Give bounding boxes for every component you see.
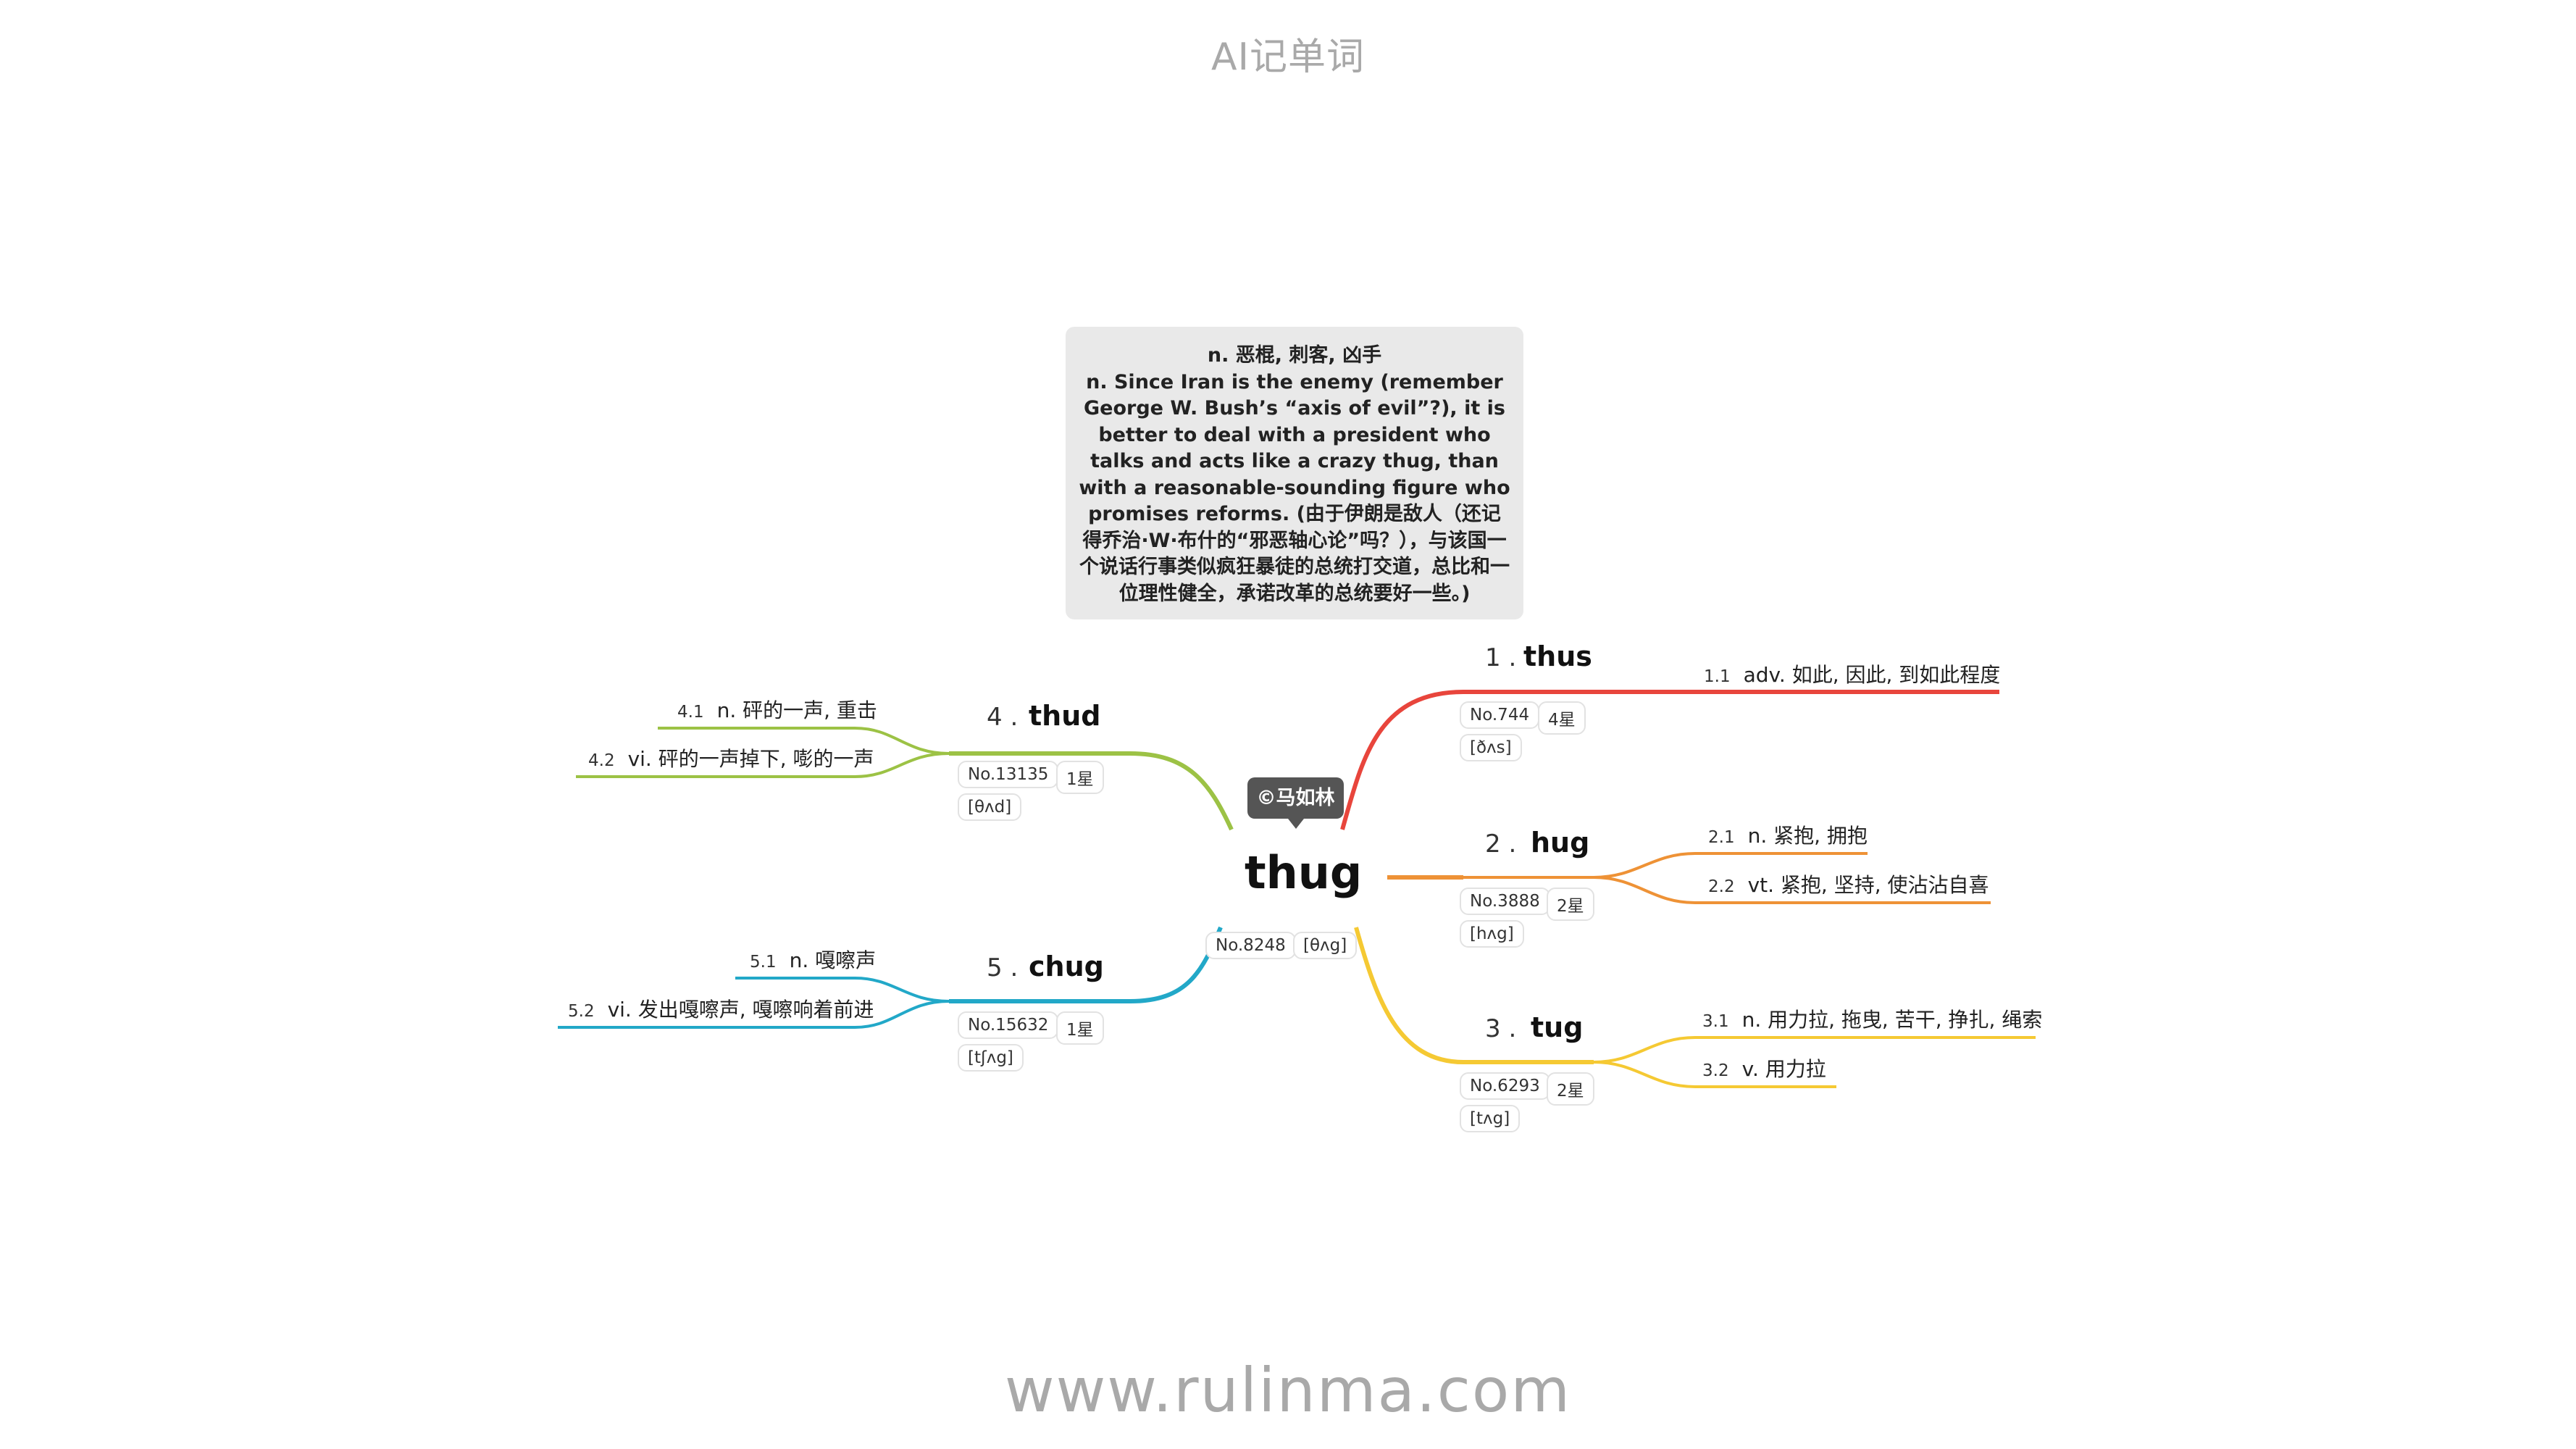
sense-2-2: 2.2 vt. 紧抱, 坚持, 使沾沾自喜 xyxy=(1708,869,1989,898)
sense-text: n. 紧抱, 拥抱 xyxy=(1747,824,1868,848)
phonetic-chip: [ðʌs] xyxy=(1460,734,1522,761)
phonetic-chip: [tʌg] xyxy=(1460,1105,1521,1132)
sense-4-2: 4.2 vi. 砰的一声掉下, 嘭的一声 xyxy=(588,743,874,772)
sense-text: vi. 发出嘎嚓声, 嘎嚓响着前进 xyxy=(607,998,874,1022)
author-badge: ©马如林 xyxy=(1247,777,1344,829)
connector-thus xyxy=(1340,690,1999,830)
sense-5-2: 5.2 vi. 发出嘎嚓声, 嘎嚓响着前进 xyxy=(568,994,874,1023)
center-phonetic-chip: [θʌg] xyxy=(1293,932,1358,959)
sense-index: 2.1 xyxy=(1708,828,1735,847)
rank-chip: No.13135 xyxy=(958,761,1059,788)
sense-text: v. 用力拉 xyxy=(1741,1057,1826,1081)
stars-chip: 4星 xyxy=(1538,701,1586,735)
branch-number: 3 . xyxy=(1485,1014,1517,1043)
connector-thud-4-2 xyxy=(576,752,950,778)
connector-chug-5-2 xyxy=(558,1000,950,1029)
branch-number: 1 . xyxy=(1485,643,1517,672)
sense-index: 5.2 xyxy=(568,1002,595,1021)
sense-3-1: 3.1 n. 用力拉, 拖曳, 苦干, 挣扎, 绳索 xyxy=(1702,1004,2042,1033)
sense-text: adv. 如此, 因此, 到如此程度 xyxy=(1743,663,2001,687)
sense-index: 5.1 xyxy=(750,953,777,972)
rank-chip: No.6293 xyxy=(1460,1072,1550,1100)
sense-2-1: 2.1 n. 紧抱, 拥抱 xyxy=(1708,820,1868,849)
branch-number: 4 . xyxy=(987,703,1019,732)
connector-hug-2-2 xyxy=(1593,876,1991,904)
stars-chip: 2星 xyxy=(1547,1072,1594,1106)
definition-box: n. 恶棍, 刺客, 凶手 n. Since Iran is the enemy… xyxy=(1066,327,1523,619)
definition-line-2: n. Since Iran is the enemy (remember Geo… xyxy=(1079,370,1510,605)
sense-4-1: 4.1 n. 砰的一声, 重击 xyxy=(677,695,877,724)
sense-index: 4.2 xyxy=(588,751,615,770)
branch-number: 2 . xyxy=(1485,830,1517,859)
definition-line-1: n. 恶棍, 刺客, 凶手 xyxy=(1207,344,1382,367)
page-title: AI记单词 xyxy=(1211,36,1365,79)
branch-word: chug xyxy=(1029,951,1104,982)
sense-1-1: 1.1 adv. 如此, 因此, 到如此程度 xyxy=(1704,659,2000,688)
center-number-chip: No.8248 xyxy=(1205,932,1296,959)
sense-index: 3.1 xyxy=(1702,1012,1729,1031)
branch-word: hug xyxy=(1531,827,1590,859)
branch-number: 5 . xyxy=(987,953,1019,982)
branch-word: tug xyxy=(1531,1011,1584,1043)
sense-index: 1.1 xyxy=(1704,667,1731,686)
connector-tug xyxy=(1354,927,1594,1064)
phonetic-chip: [θʌd] xyxy=(958,793,1022,821)
sense-index: 2.2 xyxy=(1708,877,1735,896)
footer-url: www.rulinma.com xyxy=(1004,1355,1572,1426)
sense-3-2: 3.2 v. 用力拉 xyxy=(1702,1053,1826,1082)
connector-thud xyxy=(949,751,1234,831)
rank-chip: No.744 xyxy=(1460,701,1540,729)
sense-text: n. 嘎嚓声 xyxy=(789,948,877,972)
phonetic-chip: [hʌg] xyxy=(1460,920,1524,948)
connector-chug-5-1 xyxy=(735,977,950,1003)
connector-hug-2-1 xyxy=(1593,852,1868,879)
sense-text: n. 用力拉, 拖曳, 苦干, 挣扎, 绳索 xyxy=(1741,1008,2043,1032)
branch-word: thud xyxy=(1029,700,1101,732)
center-word: thug xyxy=(1245,846,1363,899)
rank-chip: No.3888 xyxy=(1460,888,1550,915)
sense-index: 3.2 xyxy=(1702,1061,1729,1080)
sense-index: 4.1 xyxy=(677,703,704,722)
sense-text: vi. 砰的一声掉下, 嘭的一声 xyxy=(627,747,874,771)
sense-text: n. 砰的一声, 重击 xyxy=(716,698,877,722)
connector-thud-4-1 xyxy=(658,727,950,755)
connector-tug-3-1 xyxy=(1593,1036,2036,1064)
stars-chip: 2星 xyxy=(1547,888,1594,921)
stars-chip: 1星 xyxy=(1056,761,1104,794)
branch-word: thus xyxy=(1523,640,1592,672)
sense-text: vt. 紧抱, 坚持, 使沾沾自喜 xyxy=(1747,873,1989,897)
sense-5-1: 5.1 n. 嘎嚓声 xyxy=(750,945,876,974)
rank-chip: No.15632 xyxy=(958,1011,1059,1039)
connector-tug-3-2 xyxy=(1593,1061,1836,1088)
phonetic-chip: [tʃʌg] xyxy=(958,1044,1024,1072)
stars-chip: 1星 xyxy=(1056,1011,1104,1045)
